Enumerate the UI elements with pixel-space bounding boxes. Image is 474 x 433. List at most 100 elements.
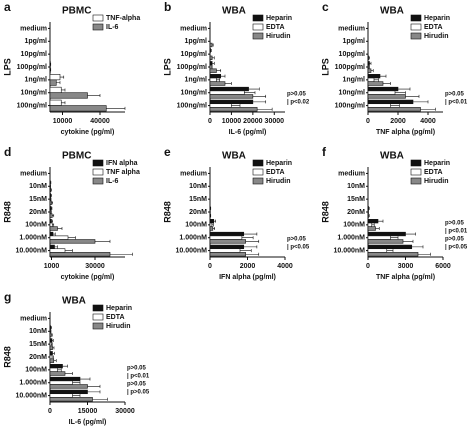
chart-title: WBA xyxy=(62,296,86,307)
bar xyxy=(367,248,388,253)
bar xyxy=(367,231,406,237)
bar xyxy=(367,55,370,60)
bar xyxy=(367,107,421,112)
x-tick-label: 40000 xyxy=(90,118,110,125)
x-axis-label: IL-6 (pg/ml) xyxy=(229,129,267,136)
bar xyxy=(209,107,258,112)
bar xyxy=(49,351,53,356)
bar xyxy=(367,222,373,227)
panel-letter: b xyxy=(164,0,171,14)
y-tick-label: 10pg/ml xyxy=(339,51,366,58)
x-tick-label: 2000 xyxy=(240,263,256,270)
y-tick-label: 100ng/ml xyxy=(17,102,47,109)
y-tick-label: medium xyxy=(338,25,365,32)
error-bar xyxy=(52,214,55,218)
bar xyxy=(49,252,111,257)
error-bar xyxy=(220,74,226,78)
panel-letter: a xyxy=(4,0,11,14)
bar xyxy=(209,244,245,250)
bar xyxy=(49,338,53,343)
bar xyxy=(209,219,215,224)
legend-label: IFN alpha xyxy=(106,160,138,167)
y-axis-label: LPS xyxy=(2,58,12,76)
annotation: | p<0.05 xyxy=(445,245,468,251)
chart-title: WBA xyxy=(380,6,404,17)
bar xyxy=(49,332,52,338)
bar xyxy=(49,345,53,350)
x-axis-label: cytokine (pg/ml) xyxy=(61,274,115,281)
annotation: | p<0.01 xyxy=(445,100,468,106)
annotation: | p>0.05 xyxy=(127,390,150,396)
panel-letter: f xyxy=(322,145,327,159)
error-bar xyxy=(216,78,220,82)
error-bar xyxy=(245,252,260,256)
y-tick-label: 1.000nM xyxy=(337,235,365,242)
y-tick-label: 100nM xyxy=(185,222,207,229)
legend-swatch xyxy=(410,14,422,22)
legend-label: EDTA xyxy=(106,314,125,321)
error-bar xyxy=(369,61,372,65)
y-tick-label: 20nM xyxy=(29,354,47,361)
error-bar xyxy=(51,219,53,223)
x-tick-label: 0 xyxy=(208,263,212,270)
error-bar xyxy=(403,239,414,243)
bar xyxy=(367,77,375,82)
bar xyxy=(49,86,62,94)
legend-label: EDTA xyxy=(266,169,285,176)
bar xyxy=(209,61,213,66)
error-bar xyxy=(241,236,254,240)
legend-swatch xyxy=(410,177,422,185)
y-tick-label: 1.000nM xyxy=(19,380,47,387)
y-tick-label: medium xyxy=(20,170,47,177)
legend-label: EDTA xyxy=(424,24,443,31)
bar xyxy=(209,68,217,73)
legend-swatch xyxy=(410,168,422,176)
error-bar xyxy=(405,94,420,98)
x-axis-label: IL-6 (pg/ml) xyxy=(69,419,107,426)
bar xyxy=(367,244,413,250)
bar xyxy=(49,219,52,224)
y-tick-label: 1ng/ml xyxy=(184,77,207,84)
y-tick-label: 100pg/ml xyxy=(177,64,207,71)
bar xyxy=(367,99,414,105)
error-bar xyxy=(225,82,232,86)
error-bar xyxy=(418,252,431,256)
x-tick-label: 10000 xyxy=(222,118,242,125)
legend-label: Heparin xyxy=(424,15,450,22)
bar xyxy=(49,248,66,253)
x-tick-label: 0 xyxy=(208,118,212,125)
error-bar xyxy=(383,82,391,86)
y-axis-label: R848 xyxy=(2,346,12,368)
error-bar xyxy=(61,88,66,92)
legend-swatch xyxy=(92,177,104,185)
bar xyxy=(209,248,241,253)
error-bar xyxy=(72,394,81,398)
bar xyxy=(209,235,243,240)
bar xyxy=(49,231,54,237)
y-tick-label: 1.000nM xyxy=(19,235,47,242)
bar xyxy=(49,397,93,402)
annotation: p>0.05 xyxy=(287,237,307,243)
error-bar xyxy=(411,245,424,249)
x-tick-label: 15000 xyxy=(78,408,98,415)
legend-label: Heparin xyxy=(266,15,292,22)
error-bar xyxy=(368,214,370,218)
error-bar xyxy=(53,232,56,236)
annotation: p>0.05 xyxy=(445,221,465,227)
bar xyxy=(367,64,370,70)
bar xyxy=(49,92,88,99)
y-tick-label: 100nM xyxy=(25,367,47,374)
legend-swatch xyxy=(410,23,422,31)
legend-swatch xyxy=(410,159,422,167)
y-tick-label: 1.000nM xyxy=(179,235,207,242)
error-bar xyxy=(380,74,387,78)
x-tick-label: 2000 xyxy=(390,118,406,125)
error-bar xyxy=(231,104,241,108)
x-tick-label: 4000 xyxy=(277,263,293,270)
error-bar xyxy=(368,56,370,60)
bar xyxy=(209,42,213,48)
error-bar xyxy=(95,239,111,243)
y-tick-label: 100pg/ml xyxy=(335,64,365,71)
bar xyxy=(49,213,53,218)
